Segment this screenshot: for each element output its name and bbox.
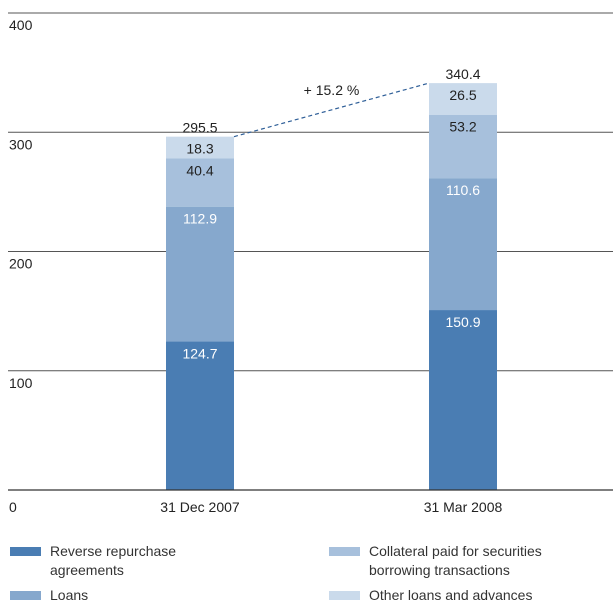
legend-item-loans: Loans — [10, 586, 280, 605]
bar-segment-0-1 — [166, 206, 234, 342]
x-tick-label-1: 31 Mar 2008 — [424, 499, 503, 515]
data-label-1-2: 53.2 — [449, 119, 476, 135]
growth-dashed-line — [233, 82, 430, 138]
data-label-1-3: 26.5 — [449, 87, 476, 103]
bar-segment-0-2 — [166, 158, 234, 207]
legend-item-other-loans: Other loans and advances — [329, 586, 599, 605]
legend-swatch-collateral — [329, 547, 360, 556]
x-tick-label-0: 31 Dec 2007 — [160, 499, 240, 515]
legend-swatch-loans — [10, 591, 41, 600]
stacked-bar-chart: 0 100 200 300 400 124.7 112.9 40.4 18.3 295.5 31 D… — [8, 12, 613, 515]
data-label-0-2: 40.4 — [186, 162, 213, 178]
data-label-1-0: 150.9 — [445, 314, 480, 330]
bar-segment-1-2 — [429, 114, 497, 179]
data-label-0-1: 112.9 — [183, 211, 217, 227]
bar-segment-1-1 — [429, 178, 497, 311]
legend-label-other-loans: Other loans and advances — [369, 587, 533, 603]
legend-label-reverse-repurchase: Reverse repurchase agreements — [50, 543, 177, 578]
y-tick-label-300: 300 — [9, 136, 33, 152]
legend-label-collateral: Collateral paid for securities borrowing… — [369, 543, 542, 578]
data-label-0-0: 124.7 — [182, 345, 217, 361]
total-label-1: 340.4 — [445, 66, 480, 82]
bar-segment-0-3 — [166, 136, 234, 159]
y-tick-label-100: 100 — [9, 375, 33, 391]
data-label-0-3: 18.3 — [186, 141, 213, 157]
bar-segment-1-3 — [429, 83, 497, 115]
bar-segment-1-0 — [429, 310, 497, 490]
bar-segment-0-0 — [166, 341, 234, 490]
legend-swatch-other-loans — [329, 591, 360, 600]
y-tick-label-200: 200 — [9, 256, 33, 272]
legend-item-collateral: Collateral paid for securities borrowing… — [329, 542, 599, 580]
legend-label-loans: Loans — [50, 587, 89, 603]
legend-item-reverse-repurchase: Reverse repurchase agreements — [10, 542, 225, 580]
data-label-1-1: 110.6 — [446, 182, 480, 198]
total-label-0: 295.5 — [182, 120, 217, 136]
chart-legend: Reverse repurchase agreements Collateral… — [0, 538, 613, 603]
legend-swatch-reverse-repurchase — [10, 547, 41, 556]
growth-annotation: + 15.2 % — [304, 82, 360, 98]
y-tick-label-400: 400 — [9, 17, 33, 33]
y-tick-label-0: 0 — [9, 499, 17, 515]
